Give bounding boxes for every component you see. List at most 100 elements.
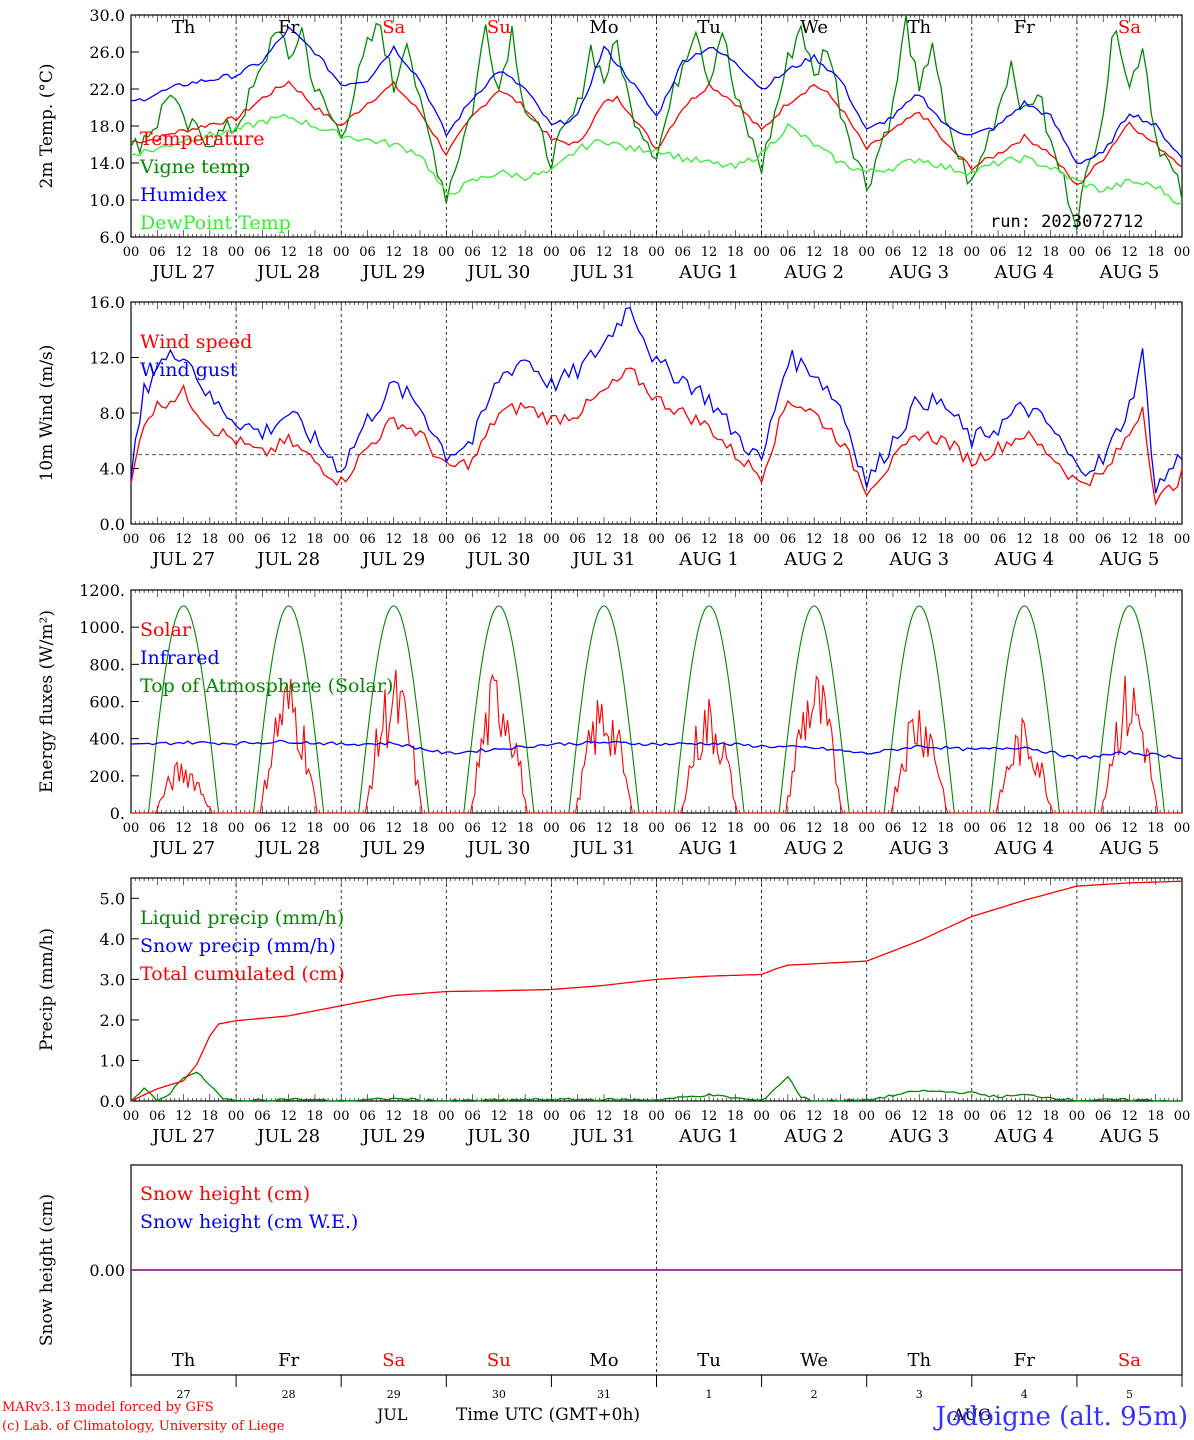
hour-tick-label: 18 [1147, 821, 1164, 836]
hour-tick-label: 06 [990, 245, 1007, 260]
hour-tick-label: 06 [1095, 821, 1112, 836]
y-tick-label: 6.0 [100, 228, 125, 247]
hour-tick-label: 06 [569, 245, 586, 260]
y-axis-label: 2m Temp. (°C) [37, 63, 57, 188]
date-label: JUL 31 [570, 262, 635, 283]
y-axis-label: Snow height (cm) [37, 1194, 57, 1346]
legend-solar: Solar [140, 619, 192, 641]
day-name: Sa [1118, 1350, 1141, 1371]
series-toa-solar-line [551, 605, 657, 814]
hour-tick-label: 00 [1069, 245, 1086, 260]
credit-line-lab: (c) Lab. of Climatology, University of L… [2, 1419, 285, 1434]
legend-infrared: Infrared [140, 647, 220, 669]
hour-tick-label: 12 [806, 245, 823, 260]
hour-tick-label: 00 [648, 532, 665, 547]
hour-tick-label: 12 [280, 821, 297, 836]
y-tick-label: 200. [89, 767, 125, 786]
hour-tick-label: 00 [648, 821, 665, 836]
hour-tick-label: 12 [1121, 821, 1138, 836]
day-name: Mo [589, 17, 618, 38]
series-total-cumulated-line [130, 880, 1183, 1102]
date-label: AUG 2 [783, 549, 844, 570]
hour-tick-label: 06 [885, 821, 902, 836]
day-number: 27 [177, 1388, 191, 1401]
day-name: We [800, 17, 828, 38]
legend-total-cumulated-cm-: Total cumulated (cm) [140, 963, 345, 985]
hour-tick-label: 12 [806, 821, 823, 836]
hour-tick-label: 06 [359, 532, 376, 547]
series-temperature-line [130, 80, 1183, 185]
hour-tick-label: 18 [1042, 1109, 1059, 1124]
date-label: AUG 2 [783, 838, 844, 859]
hour-tick-label: 06 [885, 245, 902, 260]
hour-tick-label: 18 [1042, 532, 1059, 547]
hour-tick-label: 06 [780, 532, 797, 547]
y-axis-label: Energy fluxes (W/m²) [37, 610, 57, 793]
series-liquid-precip-line [130, 1071, 1183, 1102]
hour-tick-label: 06 [1095, 245, 1112, 260]
y-axis-label: Precip (mm/h) [37, 928, 57, 1051]
series-solar-line [656, 698, 762, 814]
date-label: AUG 4 [993, 1126, 1054, 1147]
hour-tick-label: 12 [596, 821, 613, 836]
hour-tick-label: 12 [1016, 532, 1033, 547]
hour-tick-label: 06 [1095, 1109, 1112, 1124]
hour-tick-label: 06 [990, 1109, 1007, 1124]
hour-tick-label: 18 [517, 245, 534, 260]
hour-tick-label: 00 [964, 245, 981, 260]
hour-tick-label: 00 [648, 245, 665, 260]
hour-tick-label: 12 [175, 532, 192, 547]
hour-tick-label: 00 [228, 245, 245, 260]
hour-tick-label: 18 [1042, 245, 1059, 260]
day-name: Sa [382, 17, 405, 38]
series-toa-solar-line [971, 605, 1077, 814]
legend-wind-speed: Wind speed [140, 331, 252, 353]
series-solar-line [446, 673, 552, 814]
day-number: 1 [706, 1388, 713, 1401]
series-vigne-temp-line [130, 14, 1183, 230]
hour-tick-label: 18 [1147, 245, 1164, 260]
date-label: JUL 30 [465, 1126, 530, 1147]
hour-tick-label: 06 [569, 821, 586, 836]
date-label: JUL 29 [360, 838, 425, 859]
hour-tick-label: 12 [385, 821, 402, 836]
hour-tick-label: 12 [1121, 1109, 1138, 1124]
hour-tick-label: 06 [359, 1109, 376, 1124]
y-tick-label: 0.00 [89, 1261, 125, 1280]
date-label: JUL 29 [360, 262, 425, 283]
hour-tick-label: 06 [569, 532, 586, 547]
date-label: JUL 27 [150, 1126, 215, 1147]
hour-tick-label: 00 [123, 1109, 140, 1124]
hour-tick-label: 18 [1147, 532, 1164, 547]
y-tick-label: 400. [89, 730, 125, 749]
series-solar-line [551, 700, 657, 814]
hour-tick-label: 12 [701, 1109, 718, 1124]
hour-tick-label: 00 [228, 532, 245, 547]
hour-tick-label: 00 [1069, 821, 1086, 836]
hour-tick-label: 12 [911, 245, 928, 260]
hour-tick-label: 12 [280, 245, 297, 260]
hour-tick-label: 12 [491, 532, 508, 547]
hour-tick-label: 12 [1016, 245, 1033, 260]
date-label: AUG 5 [1099, 549, 1160, 570]
hour-tick-label: 06 [149, 532, 166, 547]
y-tick-label: 16.0 [89, 293, 125, 312]
hour-tick-label: 18 [307, 532, 324, 547]
hour-tick-label: 00 [333, 1109, 350, 1124]
hour-tick-label: 00 [543, 821, 560, 836]
hour-tick-label: 00 [438, 1109, 455, 1124]
series-solar-line [236, 678, 342, 814]
y-tick-label: 0. [110, 804, 125, 823]
hour-tick-label: 18 [937, 821, 954, 836]
hour-tick-label: 00 [858, 245, 875, 260]
date-label: AUG 4 [993, 838, 1054, 859]
hour-tick-label: 00 [438, 532, 455, 547]
run-label: run: 2023072712 [990, 212, 1144, 232]
y-tick-label: 26.0 [89, 43, 125, 62]
hour-tick-label: 00 [964, 1109, 981, 1124]
day-name: Sa [1118, 17, 1141, 38]
day-number: 29 [387, 1388, 401, 1401]
series-wind-speed-line [130, 367, 1183, 507]
hour-tick-label: 00 [858, 532, 875, 547]
day-name: Tu [697, 1350, 721, 1371]
